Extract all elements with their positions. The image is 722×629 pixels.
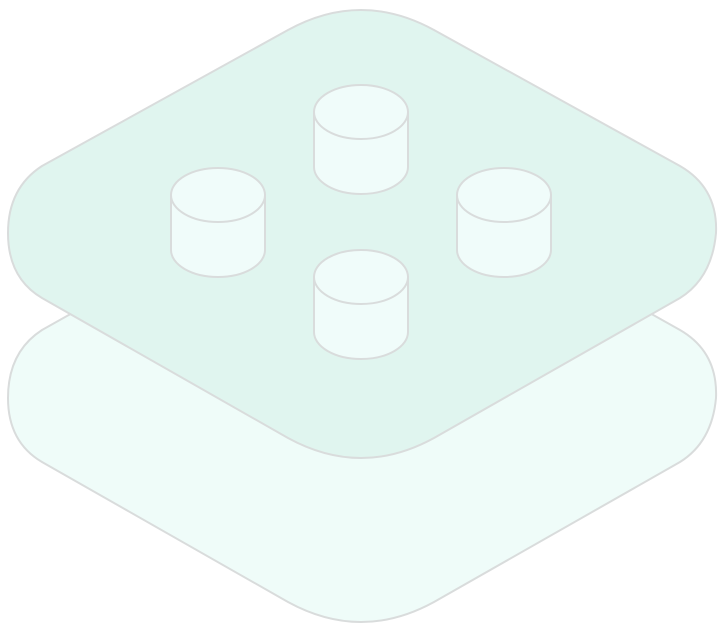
cylinder-left: [170, 167, 266, 278]
cylinder-back: [313, 84, 409, 195]
cylinder-right: [456, 167, 552, 278]
top-layer: [7, 9, 718, 459]
cylinder-front: [313, 249, 409, 360]
